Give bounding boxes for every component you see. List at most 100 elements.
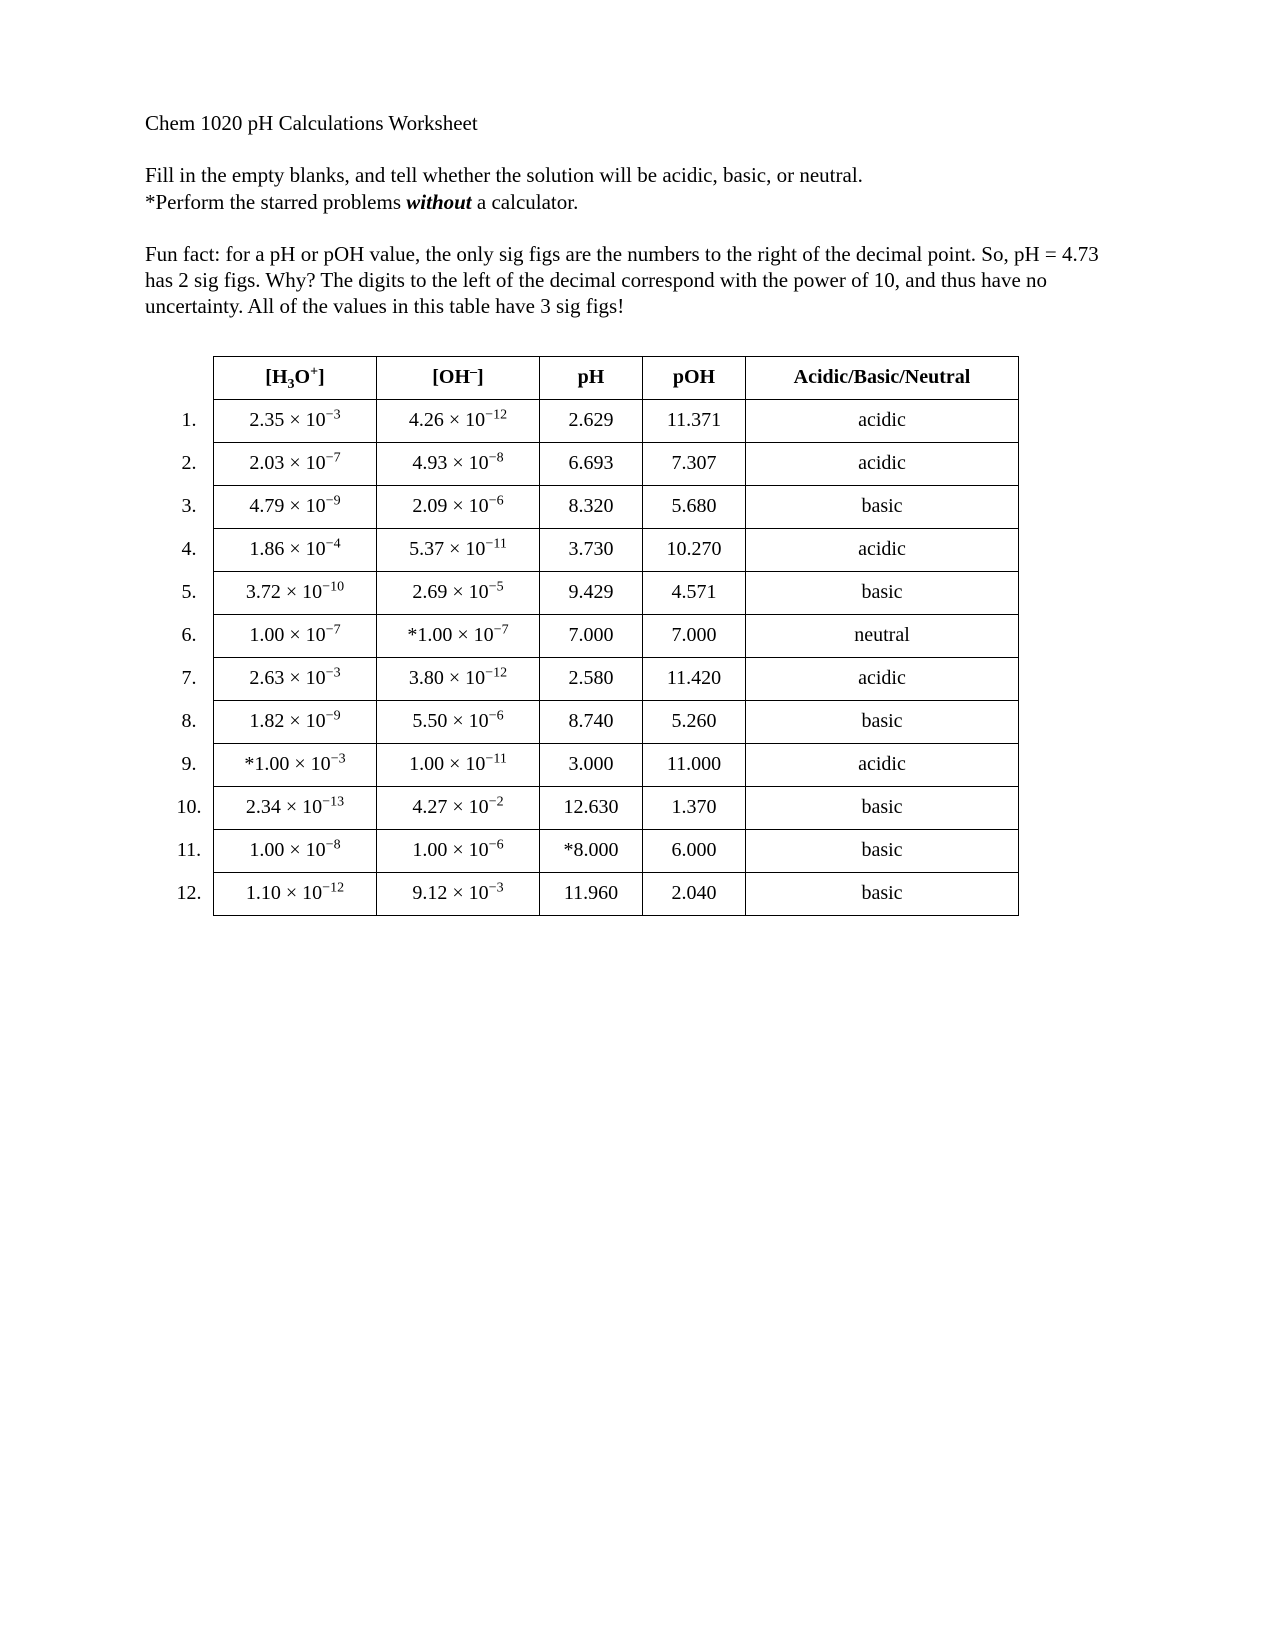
row-number: 9. (165, 743, 214, 786)
table-row: 8.1.82 × 10−95.50 × 10−68.7405.260basic (165, 700, 1019, 743)
cell-h3o: 1.10 × 10−12 (214, 872, 377, 915)
cell-ph: 3.000 (540, 743, 643, 786)
row-number: 7. (165, 657, 214, 700)
cell-poh: 1.370 (643, 786, 746, 829)
cell-poh: 7.307 (643, 442, 746, 485)
cell-ph: 8.740 (540, 700, 643, 743)
table-row: 6.1.00 × 10−7*1.00 × 10−77.0007.000neutr… (165, 614, 1019, 657)
instructions-line-2-pre: *Perform the starred problems (145, 190, 406, 214)
cell-h3o: 2.34 × 10−13 (214, 786, 377, 829)
cell-ph: 8.320 (540, 485, 643, 528)
cell-poh: 5.260 (643, 700, 746, 743)
cell-ph: 7.000 (540, 614, 643, 657)
table-header-row: [H3O+][OH–]pHpOHAcidic/Basic/Neutral (165, 356, 1019, 399)
cell-classification: basic (746, 700, 1019, 743)
cell-h3o: 2.63 × 10−3 (214, 657, 377, 700)
cell-oh: 1.00 × 10−6 (377, 829, 540, 872)
cell-poh: 11.420 (643, 657, 746, 700)
row-number: 6. (165, 614, 214, 657)
table-row: 5.3.72 × 10−102.69 × 10−59.4294.571basic (165, 571, 1019, 614)
cell-oh: 9.12 × 10−3 (377, 872, 540, 915)
col-header-num (165, 356, 214, 399)
cell-oh: 5.50 × 10−6 (377, 700, 540, 743)
cell-h3o: 2.03 × 10−7 (214, 442, 377, 485)
row-number: 8. (165, 700, 214, 743)
cell-classification: acidic (746, 399, 1019, 442)
cell-classification: basic (746, 485, 1019, 528)
cell-ph: 12.630 (540, 786, 643, 829)
cell-ph: 2.580 (540, 657, 643, 700)
table-row: 12.1.10 × 10−129.12 × 10−311.9602.040bas… (165, 872, 1019, 915)
cell-oh: 2.69 × 10−5 (377, 571, 540, 614)
cell-poh: 5.680 (643, 485, 746, 528)
cell-classification: basic (746, 786, 1019, 829)
cell-classification: acidic (746, 442, 1019, 485)
cell-h3o: 1.82 × 10−9 (214, 700, 377, 743)
instructions-para: Fill in the empty blanks, and tell wheth… (145, 162, 1130, 215)
cell-oh: 4.93 × 10−8 (377, 442, 540, 485)
col-header-ph: pH (540, 356, 643, 399)
cell-ph: 3.730 (540, 528, 643, 571)
cell-poh: 7.000 (643, 614, 746, 657)
worksheet-page: Chem 1020 pH Calculations Worksheet Fill… (0, 0, 1275, 916)
cell-h3o: 1.00 × 10−7 (214, 614, 377, 657)
instructions-line-1: Fill in the empty blanks, and tell wheth… (145, 163, 863, 187)
cell-ph: 6.693 (540, 442, 643, 485)
table-row: 11.1.00 × 10−81.00 × 10−6*8.0006.000basi… (165, 829, 1019, 872)
ph-table-wrap: [H3O+][OH–]pHpOHAcidic/Basic/Neutral1.2.… (165, 356, 1130, 916)
page-title: Chem 1020 pH Calculations Worksheet (145, 110, 1130, 136)
cell-h3o: 2.35 × 10−3 (214, 399, 377, 442)
row-number: 11. (165, 829, 214, 872)
cell-poh: 10.270 (643, 528, 746, 571)
col-header-poh: pOH (643, 356, 746, 399)
cell-poh: 11.000 (643, 743, 746, 786)
table-row: 2.2.03 × 10−74.93 × 10−86.6937.307acidic (165, 442, 1019, 485)
cell-oh: 1.00 × 10−11 (377, 743, 540, 786)
cell-oh: 4.27 × 10−2 (377, 786, 540, 829)
table-row: 7.2.63 × 10−33.80 × 10−122.58011.420acid… (165, 657, 1019, 700)
cell-oh: 2.09 × 10−6 (377, 485, 540, 528)
row-number: 4. (165, 528, 214, 571)
cell-ph: 2.629 (540, 399, 643, 442)
row-number: 12. (165, 872, 214, 915)
cell-ph: *8.000 (540, 829, 643, 872)
col-header-h3o: [H3O+] (214, 356, 377, 399)
table-row: 3.4.79 × 10−92.09 × 10−68.3205.680basic (165, 485, 1019, 528)
cell-classification: neutral (746, 614, 1019, 657)
cell-classification: basic (746, 571, 1019, 614)
cell-classification: acidic (746, 743, 1019, 786)
cell-poh: 6.000 (643, 829, 746, 872)
cell-oh: 3.80 × 10−12 (377, 657, 540, 700)
cell-oh: *1.00 × 10−7 (377, 614, 540, 657)
cell-oh: 5.37 × 10−11 (377, 528, 540, 571)
cell-oh: 4.26 × 10−12 (377, 399, 540, 442)
cell-ph: 9.429 (540, 571, 643, 614)
table-row: 4.1.86 × 10−45.37 × 10−113.73010.270acid… (165, 528, 1019, 571)
col-header-class: Acidic/Basic/Neutral (746, 356, 1019, 399)
cell-poh: 2.040 (643, 872, 746, 915)
cell-h3o: 1.00 × 10−8 (214, 829, 377, 872)
table-row: 10.2.34 × 10−134.27 × 10−212.6301.370bas… (165, 786, 1019, 829)
cell-poh: 4.571 (643, 571, 746, 614)
cell-classification: acidic (746, 528, 1019, 571)
cell-classification: acidic (746, 657, 1019, 700)
cell-h3o: 3.72 × 10−10 (214, 571, 377, 614)
cell-poh: 11.371 (643, 399, 746, 442)
ph-table: [H3O+][OH–]pHpOHAcidic/Basic/Neutral1.2.… (165, 356, 1019, 916)
row-number: 3. (165, 485, 214, 528)
row-number: 2. (165, 442, 214, 485)
instructions-line-2-em: without (406, 190, 471, 214)
cell-h3o: 4.79 × 10−9 (214, 485, 377, 528)
table-row: 1.2.35 × 10−34.26 × 10−122.62911.371acid… (165, 399, 1019, 442)
instructions-line-2-post: a calculator. (472, 190, 579, 214)
funfact-para: Fun fact: for a pH or pOH value, the onl… (145, 241, 1130, 320)
cell-ph: 11.960 (540, 872, 643, 915)
col-header-oh: [OH–] (377, 356, 540, 399)
cell-classification: basic (746, 829, 1019, 872)
cell-h3o: *1.00 × 10−3 (214, 743, 377, 786)
row-number: 5. (165, 571, 214, 614)
cell-h3o: 1.86 × 10−4 (214, 528, 377, 571)
table-row: 9.*1.00 × 10−31.00 × 10−113.00011.000aci… (165, 743, 1019, 786)
row-number: 10. (165, 786, 214, 829)
cell-classification: basic (746, 872, 1019, 915)
